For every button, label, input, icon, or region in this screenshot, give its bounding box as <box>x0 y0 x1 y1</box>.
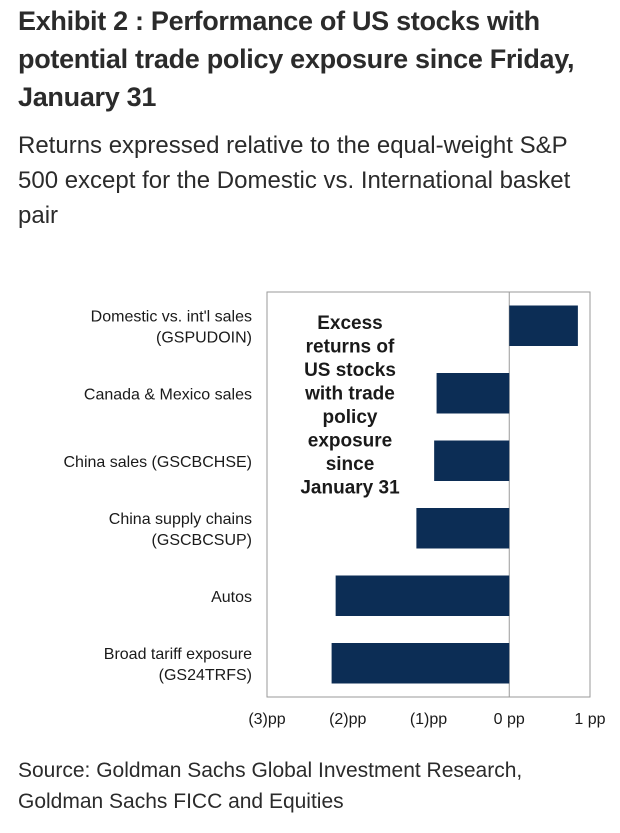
category-label-1: Canada & Mexico sales <box>84 386 252 403</box>
bar-5 <box>331 643 510 684</box>
chart-subtitle: Returns expressed relative to the equal-… <box>18 132 571 229</box>
chart-annotation: Excess returns of US stocks with trade polic… <box>300 313 400 499</box>
x-tick-label-0: (3)pp <box>248 711 285 728</box>
category-label-3: China supply chains (GSCBCSUP) <box>109 511 252 549</box>
bar-4 <box>335 575 510 616</box>
bar-1 <box>436 373 510 414</box>
bar-0 <box>509 305 578 346</box>
category-label-0: Domestic vs. int'l sales (GSPUDOIN) <box>91 308 252 346</box>
chart-title: Exhibit 2 : Performance of US stocks wit… <box>18 6 575 112</box>
x-tick-label-3: 0 pp <box>494 711 525 728</box>
plot-frame <box>266 291 591 698</box>
x-tick-label-1: (2)pp <box>329 711 366 728</box>
category-label-4: Autos <box>211 589 252 606</box>
bar-2 <box>434 440 510 481</box>
x-tick-label-4: 1 pp <box>574 711 605 728</box>
x-tick-label-2: (1)pp <box>410 711 447 728</box>
source-note: Source: Goldman Sachs Global Investment … <box>18 759 523 813</box>
bar-3 <box>416 508 510 549</box>
category-label-2: China sales (GSCBCHSE) <box>64 454 253 471</box>
category-label-5: Broad tariff exposure (GS24TRFS) <box>104 646 252 684</box>
